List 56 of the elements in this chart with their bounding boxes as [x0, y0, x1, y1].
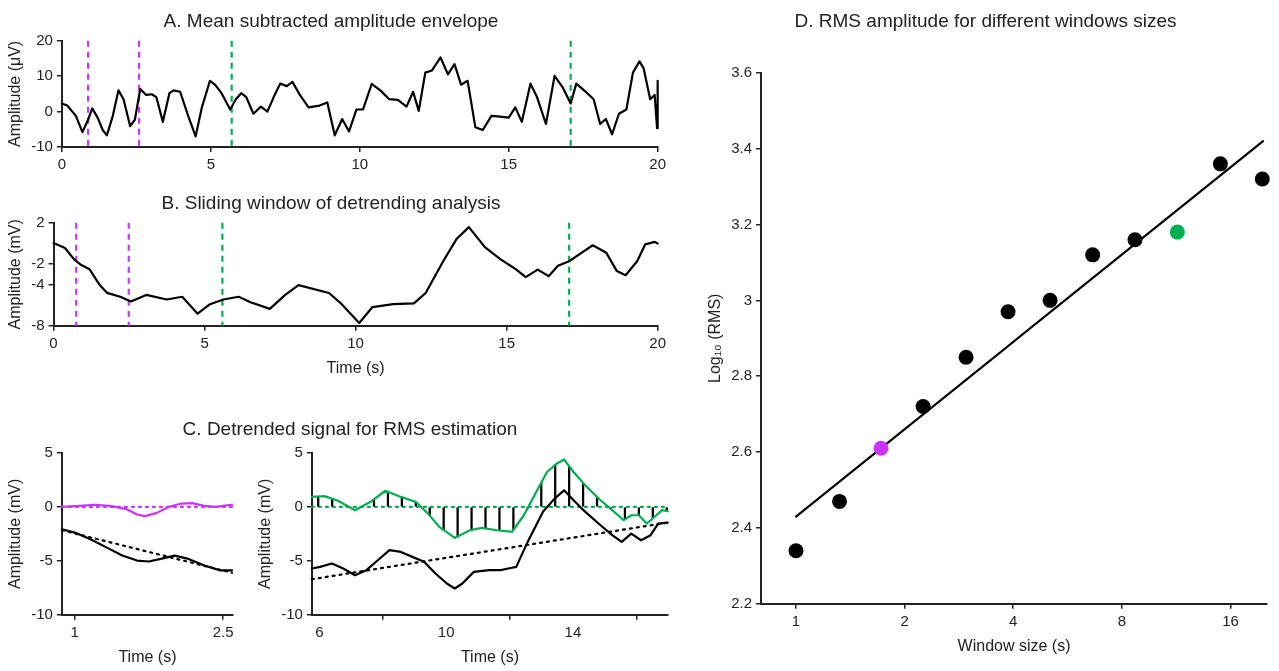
x-tick-label: 8 [1117, 611, 1127, 629]
x-axis-title: Time (s) [326, 358, 385, 376]
chart-title: A. Mean subtracted amplitude envelope [163, 9, 499, 31]
y-tick-label: 0 [294, 497, 303, 515]
chart-title: B. Sliding window of detrending analysis [161, 191, 501, 213]
y-tick-label: 0 [44, 101, 53, 119]
x-tick-label: 1 [791, 611, 801, 629]
x-tick-label: 2.5 [212, 622, 234, 640]
x-tick-label: 1 [70, 622, 79, 640]
y-tick-label: -4 [31, 274, 45, 292]
y-tick-label: -8 [31, 315, 45, 333]
x-tick-label: 2 [900, 611, 909, 629]
y-tick-label: 3.2 [731, 214, 753, 232]
y-tick-label: 10 [36, 66, 53, 84]
y-axis-title: Amplitude (mV) [6, 219, 24, 330]
y-tick-label: 0 [44, 497, 53, 515]
x-tick-label: 20 [649, 155, 666, 173]
y-tick-label: 2.8 [731, 366, 753, 384]
y-tick-label: -10 [31, 137, 53, 155]
y-tick-label: 2.2 [731, 593, 753, 611]
x-tick-label: 10 [351, 155, 369, 173]
y-tick-label: 3 [743, 290, 753, 308]
text: C. Detrended signal for RMS estimation [181, 418, 519, 440]
y-axis-title: Amplitude (mV) [256, 478, 274, 590]
x-axis-title: Window size (s) [957, 636, 1071, 654]
y-tick-label: 3.6 [731, 62, 753, 80]
y-tick-label: -5 [39, 551, 53, 569]
x-tick-label: 10 [437, 622, 455, 640]
x-tick-label: 5 [200, 333, 209, 351]
y-tick-label: 2 [36, 212, 45, 230]
x-tick-label: 4 [1009, 611, 1018, 629]
x-tick-label: 6 [315, 622, 324, 640]
y-tick-label: -10 [281, 604, 303, 622]
x-tick-label: 20 [649, 333, 666, 351]
x-axis-title: Time (s) [118, 647, 177, 665]
y-tick-label: -10 [31, 604, 53, 622]
y-axis-title: Log₁₀ (RMS) [706, 293, 724, 383]
x-tick-label: 0 [57, 155, 67, 173]
y-axis-title: Amplitude (μV) [6, 40, 24, 147]
y-tick-label: 5 [44, 443, 53, 461]
x-tick-label: 15 [498, 333, 515, 351]
y-tick-label: -5 [289, 551, 303, 569]
y-tick-label: 5 [294, 443, 303, 461]
y-tick-label: 20 [36, 30, 53, 48]
y-tick-label: -2 [31, 254, 45, 272]
x-axis-title: Time (s) [460, 647, 519, 665]
chart-title: D. RMS amplitude for different windows sizes [794, 9, 1177, 31]
x-tick-label: 16 [1222, 611, 1239, 629]
x-tick-label: 14 [564, 622, 582, 640]
x-tick-label: 10 [347, 333, 364, 351]
y-axis-title: Amplitude (mV) [6, 478, 24, 590]
x-tick-label: 15 [500, 155, 518, 173]
y-tick-label: 2.4 [731, 518, 753, 536]
x-tick-label: 5 [206, 155, 215, 173]
y-tick-label: 3.4 [731, 138, 753, 156]
y-tick-label: 2.6 [731, 442, 753, 460]
